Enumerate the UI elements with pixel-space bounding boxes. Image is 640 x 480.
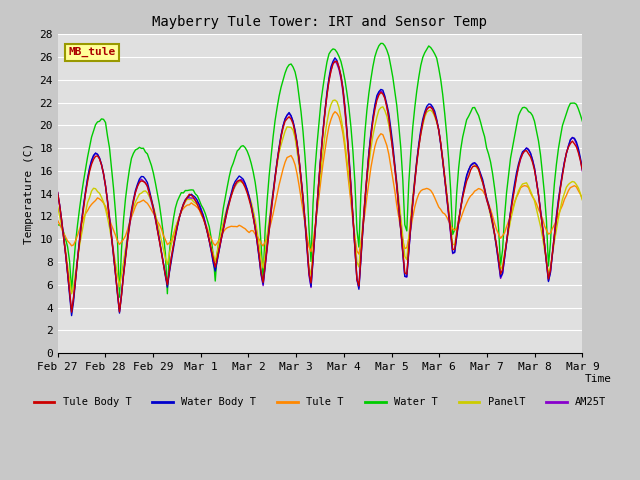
Text: MB_tule: MB_tule [68, 47, 115, 57]
Legend: Tule Body T, Water Body T, Tule T, Water T, PanelT, AM25T: Tule Body T, Water Body T, Tule T, Water… [29, 393, 611, 412]
X-axis label: Time: Time [584, 374, 612, 384]
Y-axis label: Temperature (C): Temperature (C) [24, 143, 34, 244]
Title: Mayberry Tule Tower: IRT and Sensor Temp: Mayberry Tule Tower: IRT and Sensor Temp [152, 15, 488, 29]
